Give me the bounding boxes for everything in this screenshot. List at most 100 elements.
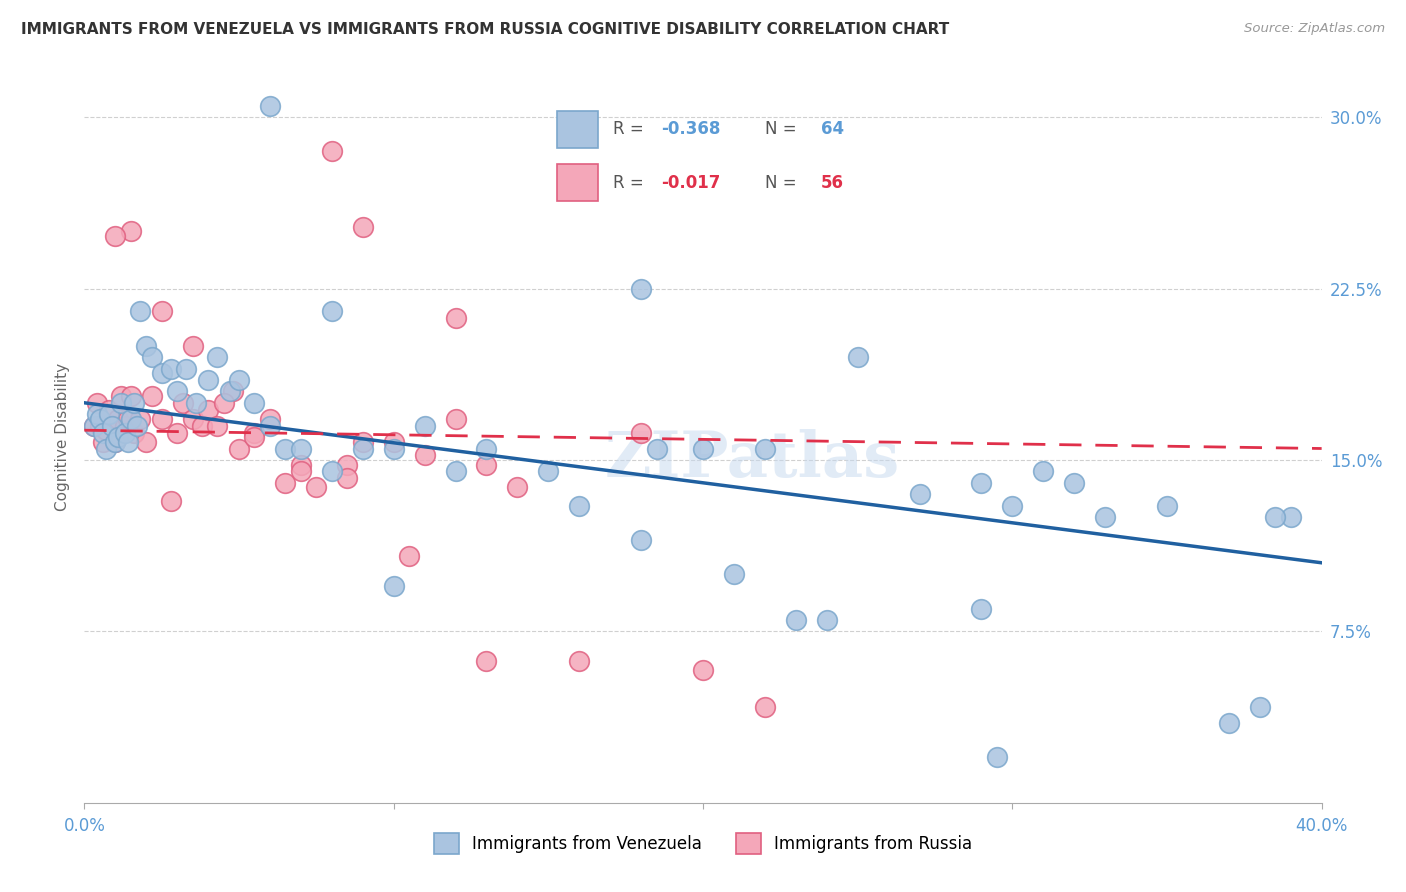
Point xyxy=(86,407,108,421)
Point xyxy=(141,350,163,364)
Point xyxy=(150,412,173,426)
Point xyxy=(692,663,714,677)
Point xyxy=(129,304,152,318)
Point xyxy=(101,418,124,433)
Y-axis label: Cognitive Disability: Cognitive Disability xyxy=(55,363,70,511)
Point xyxy=(259,412,281,426)
Point xyxy=(86,396,108,410)
Point xyxy=(630,281,652,295)
Point xyxy=(290,464,312,478)
Point xyxy=(117,434,139,449)
Point xyxy=(218,384,240,399)
Point xyxy=(475,442,498,456)
Point xyxy=(1218,715,1240,730)
Point xyxy=(1094,510,1116,524)
Point xyxy=(120,389,142,403)
Point xyxy=(754,699,776,714)
Text: IMMIGRANTS FROM VENEZUELA VS IMMIGRANTS FROM RUSSIA COGNITIVE DISABILITY CORRELA: IMMIGRANTS FROM VENEZUELA VS IMMIGRANTS … xyxy=(21,22,949,37)
Point xyxy=(692,442,714,456)
Point xyxy=(107,412,129,426)
Point xyxy=(197,373,219,387)
Point xyxy=(114,418,136,433)
Point xyxy=(537,464,560,478)
Point xyxy=(191,418,214,433)
Point xyxy=(321,464,343,478)
Text: Source: ZipAtlas.com: Source: ZipAtlas.com xyxy=(1244,22,1385,36)
Point xyxy=(181,338,204,352)
Point xyxy=(176,361,198,376)
Point xyxy=(444,412,467,426)
Point xyxy=(83,418,105,433)
Point xyxy=(91,434,114,449)
Point xyxy=(630,533,652,547)
Point xyxy=(970,475,993,490)
Point xyxy=(259,418,281,433)
Point xyxy=(135,434,157,449)
Point xyxy=(1279,510,1302,524)
Point xyxy=(290,458,312,472)
Point xyxy=(141,389,163,403)
Point xyxy=(160,494,183,508)
Point xyxy=(382,442,405,456)
Point xyxy=(243,425,266,440)
Point xyxy=(228,442,250,456)
Point xyxy=(243,430,266,444)
Point xyxy=(352,434,374,449)
Point xyxy=(630,425,652,440)
Point xyxy=(475,458,498,472)
Point xyxy=(91,425,114,440)
Point xyxy=(89,412,111,426)
Point xyxy=(83,418,105,433)
Point xyxy=(98,402,121,417)
Text: ZIPatlas: ZIPatlas xyxy=(605,428,900,490)
Point xyxy=(181,412,204,426)
Point xyxy=(986,750,1008,764)
Legend: Immigrants from Venezuela, Immigrants from Russia: Immigrants from Venezuela, Immigrants fr… xyxy=(427,827,979,860)
Point xyxy=(1264,510,1286,524)
Point xyxy=(970,601,993,615)
Point xyxy=(122,425,145,440)
Point xyxy=(150,304,173,318)
Point xyxy=(336,471,359,485)
Point xyxy=(754,442,776,456)
Point xyxy=(94,423,117,437)
Point xyxy=(110,396,132,410)
Point xyxy=(122,396,145,410)
Point xyxy=(908,487,931,501)
Point xyxy=(1249,699,1271,714)
Point xyxy=(645,442,668,456)
Point xyxy=(321,145,343,159)
Point xyxy=(444,464,467,478)
Point xyxy=(568,499,591,513)
Point xyxy=(104,434,127,449)
Point xyxy=(94,442,117,456)
Point xyxy=(207,418,229,433)
Point xyxy=(207,350,229,364)
Point xyxy=(1001,499,1024,513)
Point xyxy=(846,350,869,364)
Point xyxy=(166,384,188,399)
Point xyxy=(172,396,194,410)
Point xyxy=(398,549,420,563)
Point xyxy=(120,224,142,238)
Point xyxy=(135,338,157,352)
Point xyxy=(336,458,359,472)
Point xyxy=(129,412,152,426)
Point xyxy=(150,366,173,380)
Point xyxy=(259,98,281,112)
Point xyxy=(568,654,591,668)
Point xyxy=(114,425,136,440)
Point xyxy=(352,442,374,456)
Point xyxy=(290,442,312,456)
Point xyxy=(352,219,374,234)
Point xyxy=(104,229,127,244)
Point xyxy=(222,384,245,399)
Point xyxy=(1156,499,1178,513)
Point xyxy=(120,412,142,426)
Point xyxy=(101,418,124,433)
Point xyxy=(160,361,183,376)
Point xyxy=(785,613,807,627)
Point xyxy=(212,396,235,410)
Point xyxy=(117,412,139,426)
Point xyxy=(475,654,498,668)
